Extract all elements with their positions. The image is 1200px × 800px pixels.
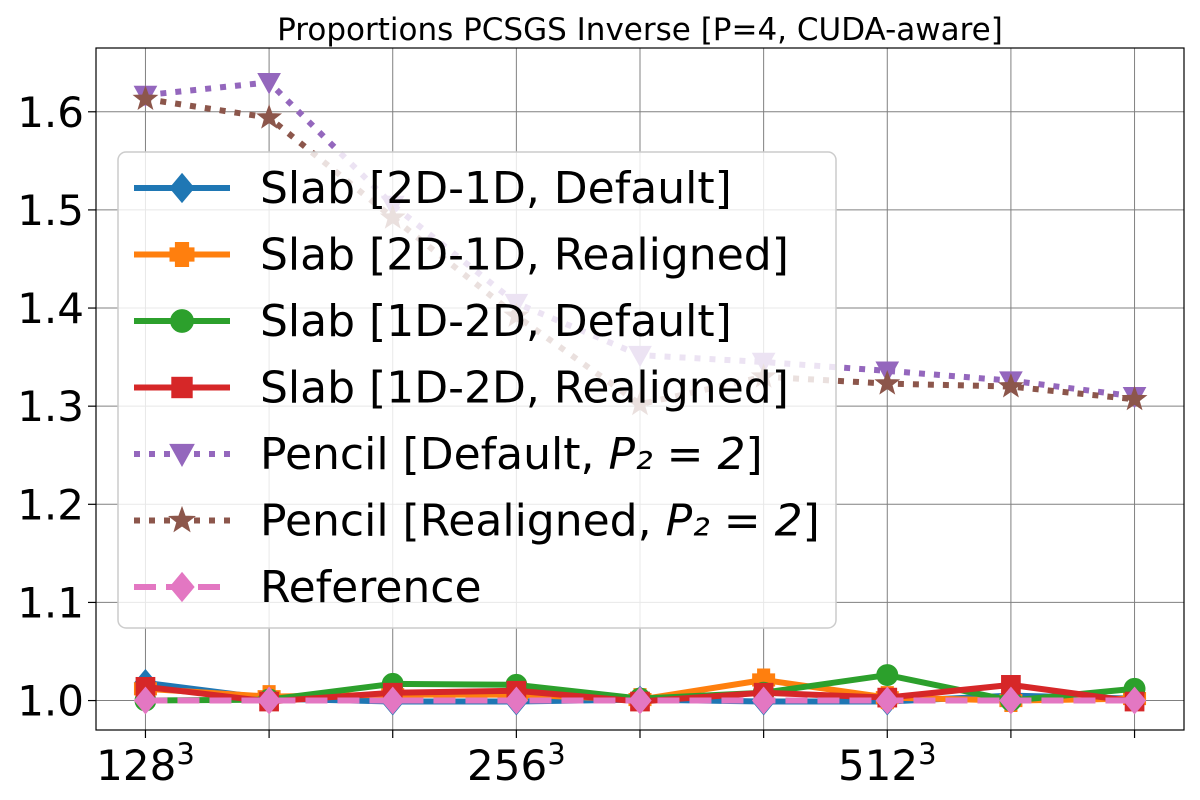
data-point (381, 686, 405, 715)
data-point (257, 73, 281, 95)
legend-item: Slab [2D-1D, Default] (134, 163, 732, 214)
data-point (256, 104, 283, 129)
legend-item: Slab [2D-1D, Realigned] (134, 230, 789, 281)
data-point (132, 85, 159, 111)
y-tick-label: 1.6 (17, 88, 84, 137)
y-axis: 1.0 1.1 1.2 1.3 1.4 1.5 1.6 (17, 88, 96, 726)
y-tick-label: 1.1 (17, 578, 84, 627)
legend-marker (168, 505, 196, 533)
legend-item: Pencil [Default, P₂ = 2] (134, 429, 763, 480)
legend-label: Slab [2D-1D, Default] (260, 163, 732, 214)
data-point (999, 686, 1023, 715)
data-point (628, 686, 652, 715)
data-point (257, 686, 281, 715)
legend-item: Slab [1D-2D, Realigned] (134, 363, 789, 414)
y-tick-label: 1.2 (17, 480, 84, 529)
data-point (876, 664, 899, 686)
legend-label: Pencil [Realigned, P₂ = 2] (260, 496, 820, 547)
legend-marker (171, 376, 193, 399)
legend-marker (170, 309, 194, 333)
y-tick-label: 1.5 (17, 186, 84, 235)
legend: Slab [2D-1D, Default] Slab [2D-1D, Realig… (117, 151, 837, 629)
data-point (1121, 385, 1148, 411)
data-point (875, 686, 899, 715)
legend-marker (169, 242, 195, 267)
y-tick-label: 1.0 (17, 677, 84, 726)
legend-label: Slab [1D-2D, Realigned] (260, 363, 789, 414)
legend-item: Reference (134, 562, 482, 613)
data-point (997, 372, 1024, 398)
series-6 (133, 686, 1147, 715)
data-point (751, 686, 776, 715)
legend-item: Pencil [Realigned, P₂ = 2] (134, 496, 820, 547)
legend-label: Reference (260, 562, 482, 613)
legend-label: Slab [2D-1D, Realigned] (260, 230, 789, 281)
y-tick-label: 1.3 (17, 382, 84, 431)
chart-title: Proportions PCSGS Inverse [P=4, CUDA-awa… (277, 12, 1003, 48)
legend-marker (169, 172, 195, 204)
data-point (874, 370, 901, 395)
y-tick-label: 1.4 (17, 284, 84, 333)
legend-box (117, 151, 837, 629)
data-point (133, 686, 158, 715)
legend-label: Pencil [Default, P₂ = 2] (260, 429, 763, 480)
legend-marker (169, 571, 195, 603)
x-tick-label: 5123 (838, 737, 937, 790)
x-axis: 1283 2563 5123 (96, 730, 1136, 790)
legend-item: Slab [1D-2D, Default] (134, 296, 732, 347)
legend-label: Slab [1D-2D, Default] (260, 296, 732, 347)
x-tick-label: 2563 (467, 737, 566, 790)
data-point (1122, 686, 1147, 715)
data-point (504, 686, 529, 715)
x-tick-label: 1283 (96, 737, 195, 790)
legend-marker (169, 443, 195, 468)
